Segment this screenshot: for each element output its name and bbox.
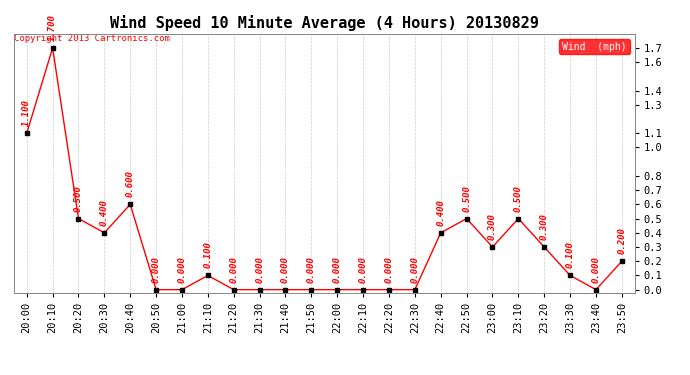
Text: 0.600: 0.600 xyxy=(126,171,135,197)
Text: 0.500: 0.500 xyxy=(74,185,83,211)
Text: 0.300: 0.300 xyxy=(488,213,497,240)
Text: 0.300: 0.300 xyxy=(540,213,549,240)
Text: 0.100: 0.100 xyxy=(566,242,575,268)
Text: 0.200: 0.200 xyxy=(618,227,627,254)
Text: 0.000: 0.000 xyxy=(281,256,290,283)
Text: 0.000: 0.000 xyxy=(229,256,238,283)
Text: 0.000: 0.000 xyxy=(152,256,161,283)
Text: 0.000: 0.000 xyxy=(177,256,186,283)
Legend: Wind  (mph): Wind (mph) xyxy=(560,39,630,54)
Text: Copyright 2013 Cartronics.com: Copyright 2013 Cartronics.com xyxy=(14,34,170,43)
Text: 0.000: 0.000 xyxy=(591,256,600,283)
Text: 0.000: 0.000 xyxy=(359,256,368,283)
Text: 0.000: 0.000 xyxy=(411,256,420,283)
Text: 0.000: 0.000 xyxy=(255,256,264,283)
Title: Wind Speed 10 Minute Average (4 Hours) 20130829: Wind Speed 10 Minute Average (4 Hours) 2… xyxy=(110,15,539,31)
Text: 0.000: 0.000 xyxy=(384,256,393,283)
Text: 1.700: 1.700 xyxy=(48,14,57,41)
Text: 0.500: 0.500 xyxy=(462,185,471,211)
Text: 0.000: 0.000 xyxy=(307,256,316,283)
Text: 0.500: 0.500 xyxy=(514,185,523,211)
Text: 0.400: 0.400 xyxy=(100,199,109,226)
Text: 0.100: 0.100 xyxy=(204,242,213,268)
Text: 0.400: 0.400 xyxy=(436,199,445,226)
Text: 0.000: 0.000 xyxy=(333,256,342,283)
Text: 1.100: 1.100 xyxy=(22,99,31,126)
